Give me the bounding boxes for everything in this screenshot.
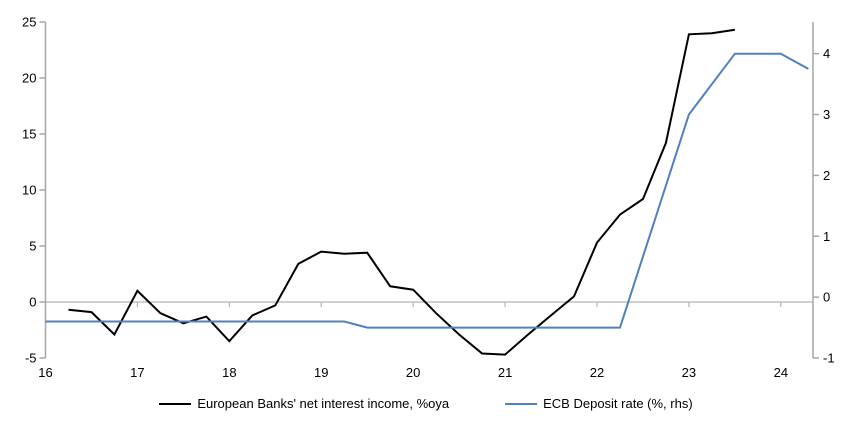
- x-axis-year-label: 17: [130, 365, 144, 380]
- x-axis-year-label: 23: [682, 365, 696, 380]
- legend-item-ecb-deposit-rate: ECB Deposit rate (%, rhs): [505, 396, 693, 411]
- right-y-axis-tick-label: 0: [823, 290, 830, 305]
- ecb-deposit-rate-line: [45, 52, 809, 329]
- left-y-axis-tick-label: 25: [22, 15, 36, 30]
- legend-label-net-interest-income: European Banks' net interest income, %oy…: [197, 396, 450, 411]
- legend-label-ecb-deposit-rate: ECB Deposit rate (%, rhs): [543, 396, 693, 411]
- left-y-axis-tick-label: -5: [25, 351, 37, 366]
- blue-line-sample-icon: [505, 402, 538, 405]
- left-y-axis-tick-label: 5: [29, 239, 36, 254]
- x-axis-year-label: 19: [314, 365, 328, 380]
- x-axis-year-label: 16: [38, 365, 52, 380]
- left-y-axis-tick-label: 10: [22, 183, 36, 198]
- chart-legend: European Banks' net interest income, %oy…: [0, 396, 852, 411]
- right-y-axis-tick-label: 4: [823, 46, 830, 61]
- right-y-axis-tick-label: 3: [823, 107, 830, 122]
- left-y-axis-tick-label: 20: [22, 71, 36, 86]
- right-y-axis-tick-label: -1: [823, 351, 835, 366]
- right-y-axis-tick-label: 1: [823, 229, 830, 244]
- x-axis-year-label: 24: [774, 365, 788, 380]
- right-y-axis-tick-label: 2: [823, 168, 830, 183]
- left-y-axis-tick-label: 0: [29, 295, 36, 310]
- black-line-sample-icon: [159, 402, 192, 405]
- x-axis-year-label: 18: [222, 365, 236, 380]
- x-axis-year-label: 22: [590, 365, 604, 380]
- x-axis-year-label: 21: [498, 365, 512, 380]
- left-y-axis-tick-label: 15: [22, 127, 36, 142]
- x-axis-year-label: 20: [406, 365, 420, 380]
- net-interest-income-line: [68, 28, 736, 356]
- legend-item-net-interest-income: European Banks' net interest income, %oy…: [159, 396, 449, 411]
